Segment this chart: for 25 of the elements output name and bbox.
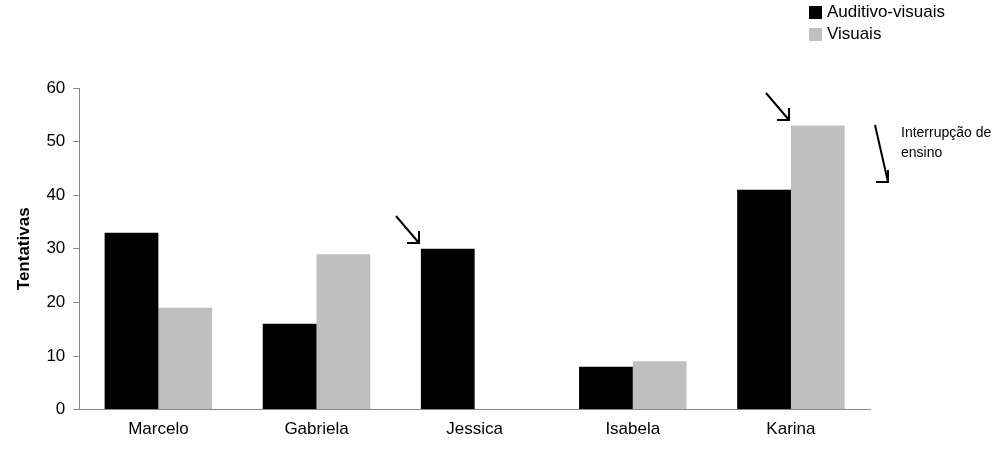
- y-tick-label: 30: [46, 238, 66, 258]
- y-tick-label: 20: [46, 292, 66, 312]
- bar: [158, 307, 213, 410]
- bar: [262, 323, 317, 410]
- x-tick-label: Isabela: [605, 419, 661, 439]
- bar: [104, 232, 159, 410]
- y-tick-label: 40: [46, 184, 66, 204]
- y-tick-label: 60: [46, 77, 66, 97]
- y-tick-label: 50: [46, 131, 66, 151]
- legend-label: Visuais: [826, 24, 882, 44]
- text: Interrupção de ensino: [901, 123, 993, 162]
- y-tick-label: 10: [46, 345, 66, 365]
- x-tick-label: Karina: [766, 419, 817, 439]
- bar: [420, 248, 475, 410]
- bar: [579, 366, 633, 410]
- bar: [737, 189, 791, 410]
- x-tick-label: Gabriela: [284, 419, 350, 439]
- x-tick-label: Marcelo: [128, 419, 189, 439]
- legend-label: Auditivo-visuais: [826, 2, 945, 22]
- y-tick-label: 0: [55, 399, 66, 419]
- bar: [790, 125, 845, 410]
- bar: [632, 361, 687, 410]
- x-tick-label: Jessica: [446, 419, 504, 439]
- y-axis-title: Tentativas: [13, 207, 33, 291]
- bar: [316, 254, 371, 410]
